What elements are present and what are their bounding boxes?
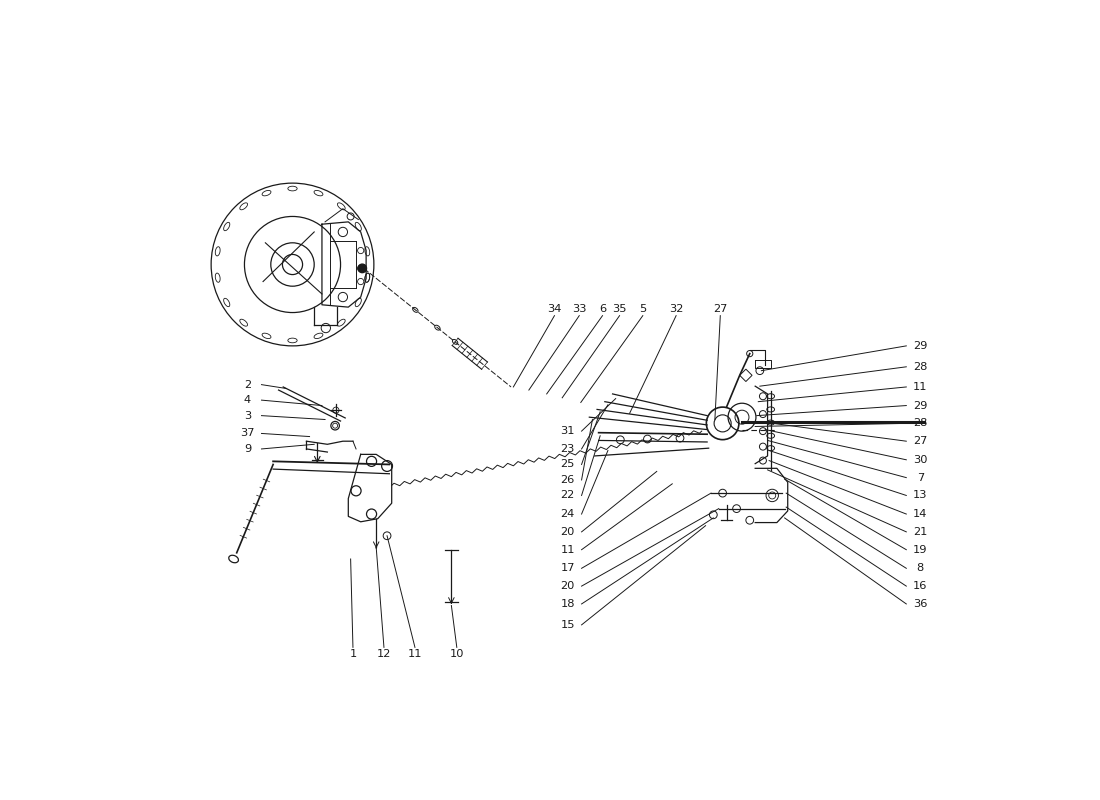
Text: 16: 16	[913, 581, 927, 591]
Text: 6: 6	[598, 305, 606, 314]
Text: 18: 18	[560, 599, 575, 609]
Polygon shape	[739, 369, 752, 382]
Text: 14: 14	[913, 509, 927, 519]
Text: 29: 29	[913, 401, 927, 410]
Text: 2: 2	[244, 380, 251, 390]
Text: 20: 20	[560, 581, 575, 591]
Text: 19: 19	[913, 545, 927, 554]
Text: 20: 20	[560, 527, 575, 537]
Text: 21: 21	[913, 527, 927, 537]
Text: 36: 36	[913, 599, 927, 609]
Circle shape	[358, 264, 366, 273]
Text: 30: 30	[913, 454, 927, 465]
Text: 11: 11	[560, 545, 575, 554]
Text: 37: 37	[240, 429, 255, 438]
Text: 8: 8	[916, 563, 924, 574]
Text: 13: 13	[913, 490, 927, 501]
Text: 10: 10	[450, 649, 464, 658]
Text: 5: 5	[639, 305, 647, 314]
Text: 11: 11	[913, 382, 927, 392]
Text: 12: 12	[377, 649, 392, 658]
Text: 4: 4	[244, 395, 251, 405]
Circle shape	[338, 293, 348, 302]
Text: 22: 22	[561, 490, 574, 501]
Text: 15: 15	[560, 620, 575, 630]
Text: 25: 25	[560, 459, 575, 470]
Text: 11: 11	[408, 649, 422, 658]
Text: 24: 24	[561, 509, 574, 519]
Text: 33: 33	[572, 305, 586, 314]
Text: 27: 27	[913, 436, 927, 446]
Text: 17: 17	[560, 563, 575, 574]
Text: 26: 26	[561, 475, 574, 485]
Circle shape	[338, 227, 348, 237]
Text: 1: 1	[350, 649, 356, 658]
Text: 29: 29	[913, 341, 927, 351]
Text: 28: 28	[913, 362, 927, 372]
Text: 7: 7	[916, 473, 924, 482]
Text: 31: 31	[560, 426, 575, 436]
Text: 34: 34	[548, 305, 562, 314]
Text: 35: 35	[613, 305, 627, 314]
Text: 3: 3	[244, 410, 251, 421]
Text: 9: 9	[244, 444, 251, 454]
Text: 23: 23	[560, 444, 575, 454]
Text: 28: 28	[913, 418, 927, 428]
Text: 27: 27	[713, 305, 727, 314]
Text: 32: 32	[669, 305, 683, 314]
